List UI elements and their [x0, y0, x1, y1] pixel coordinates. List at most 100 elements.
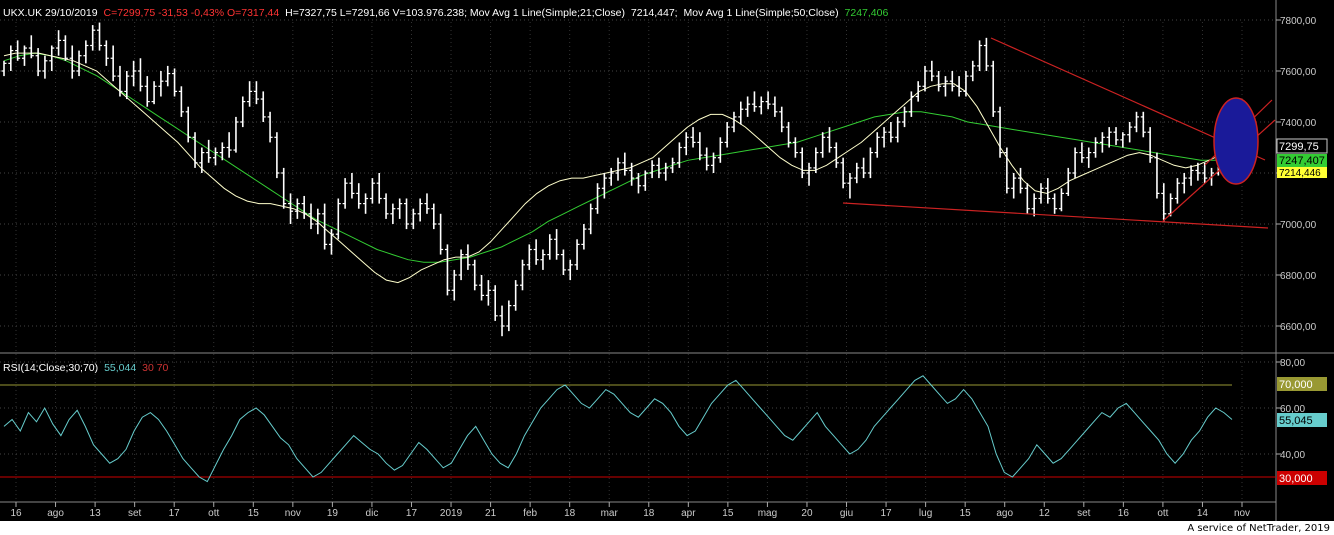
price-bar	[1004, 147, 1010, 194]
ma21-value: 7214,447;	[631, 7, 678, 19]
price-bar	[990, 60, 996, 117]
price-bar	[253, 81, 259, 105]
price-bar	[806, 162, 812, 186]
price-bar	[117, 65, 123, 97]
price-bar	[404, 198, 410, 230]
price-bar	[567, 259, 573, 281]
price-bar	[847, 173, 853, 199]
price-bar	[315, 208, 321, 235]
rsi-polyline	[3, 375, 1233, 483]
rsi-tick-label: 60,00	[1280, 404, 1305, 415]
trendlines	[842, 37, 1276, 229]
price-bar	[560, 249, 566, 275]
price-bar	[970, 60, 976, 82]
price-bar	[711, 152, 717, 173]
rsi-label: RSI(14;Close;30;70)	[3, 362, 98, 374]
x-tick-label: ago	[996, 508, 1013, 519]
price-bar	[137, 58, 143, 92]
price-bar	[1140, 111, 1146, 138]
price-bar	[328, 229, 334, 255]
price-bar	[158, 71, 164, 97]
price-bar	[676, 142, 682, 168]
price-bar	[49, 45, 55, 71]
x-tick-label: set	[1077, 508, 1091, 519]
price-bar	[172, 68, 178, 97]
price-bar	[881, 127, 887, 148]
price-bar	[867, 147, 873, 179]
price-bar	[1195, 162, 1201, 181]
price-bar	[260, 91, 266, 122]
price-bars	[1, 22, 1235, 337]
price-bar	[185, 106, 191, 143]
x-tick-label: 13	[90, 508, 102, 519]
x-tick-label: 16	[1118, 508, 1130, 519]
x-tick-label: 15	[722, 508, 734, 519]
price-bar	[363, 193, 369, 214]
x-tick-label: feb	[523, 508, 537, 519]
price-bar	[240, 96, 246, 128]
price-bar	[642, 170, 648, 191]
price-bar	[997, 106, 1003, 158]
price-bar	[949, 71, 955, 92]
price-bar	[874, 132, 880, 158]
x-tick-label: 17	[406, 508, 418, 519]
rsi-y-axis: 80,00 60,00 40,00	[1276, 358, 1305, 461]
x-tick-label: 19	[327, 508, 339, 519]
price-bar	[833, 142, 839, 168]
footer-credit: A service of NetTrader, 2019	[1187, 523, 1330, 534]
price-bar	[383, 193, 389, 219]
footer-bar	[0, 521, 1334, 535]
price-bar	[608, 167, 614, 186]
price-bar	[438, 213, 444, 255]
price-bar	[1127, 122, 1133, 143]
price-bar	[1045, 178, 1051, 204]
price-bar	[458, 249, 464, 281]
price-bar	[1072, 147, 1078, 179]
price-bar	[247, 81, 253, 107]
price-bar	[799, 147, 805, 179]
price-bar	[861, 157, 867, 179]
price-bar	[233, 116, 239, 153]
price-bar	[1113, 127, 1119, 145]
price-bar	[131, 60, 137, 87]
price-bar	[90, 25, 96, 51]
price-bar	[1133, 111, 1139, 133]
price-bar	[670, 157, 676, 173]
price-bar	[977, 40, 983, 71]
price-bar	[649, 160, 655, 179]
price-bar	[956, 76, 962, 97]
price-bar	[902, 106, 908, 128]
price-bar	[697, 132, 703, 161]
rsi-tick-label: 80,00	[1280, 358, 1305, 369]
x-tick-label: 15	[960, 508, 972, 519]
price-bar	[206, 139, 212, 163]
price-bar	[410, 208, 416, 230]
price-bar	[786, 122, 792, 148]
x-tick-label: 15	[248, 508, 260, 519]
price-bar	[758, 96, 764, 115]
x-tick-label: ott	[208, 508, 219, 519]
price-bar	[942, 76, 948, 97]
price-bar	[308, 203, 314, 230]
price-bar	[219, 142, 225, 161]
price-bar	[192, 132, 198, 168]
price-bar	[294, 198, 300, 219]
price-bar	[765, 91, 771, 110]
hlv-text: H=7327,75 L=7291,66 V=103.976.238; Mov A…	[285, 7, 625, 19]
price-bar	[1154, 152, 1160, 199]
price-tick-label: 7600,00	[1280, 67, 1317, 78]
price-bar	[397, 198, 403, 219]
price-bar	[1038, 183, 1044, 204]
price-bar	[424, 193, 430, 214]
price-bar	[335, 198, 341, 240]
x-tick-label: 17	[169, 508, 181, 519]
symbol-text: UKX.UK 29/10/2019	[3, 7, 98, 19]
price-tick-label: 7800,00	[1280, 16, 1317, 27]
price-bar	[376, 173, 382, 204]
price-bar	[349, 173, 355, 199]
x-tick-label: nov	[1234, 508, 1250, 519]
price-bar	[62, 35, 68, 61]
price-bar	[281, 167, 287, 209]
ma50-price-label: 7247,407	[1279, 155, 1325, 167]
price-bar	[1181, 173, 1187, 194]
